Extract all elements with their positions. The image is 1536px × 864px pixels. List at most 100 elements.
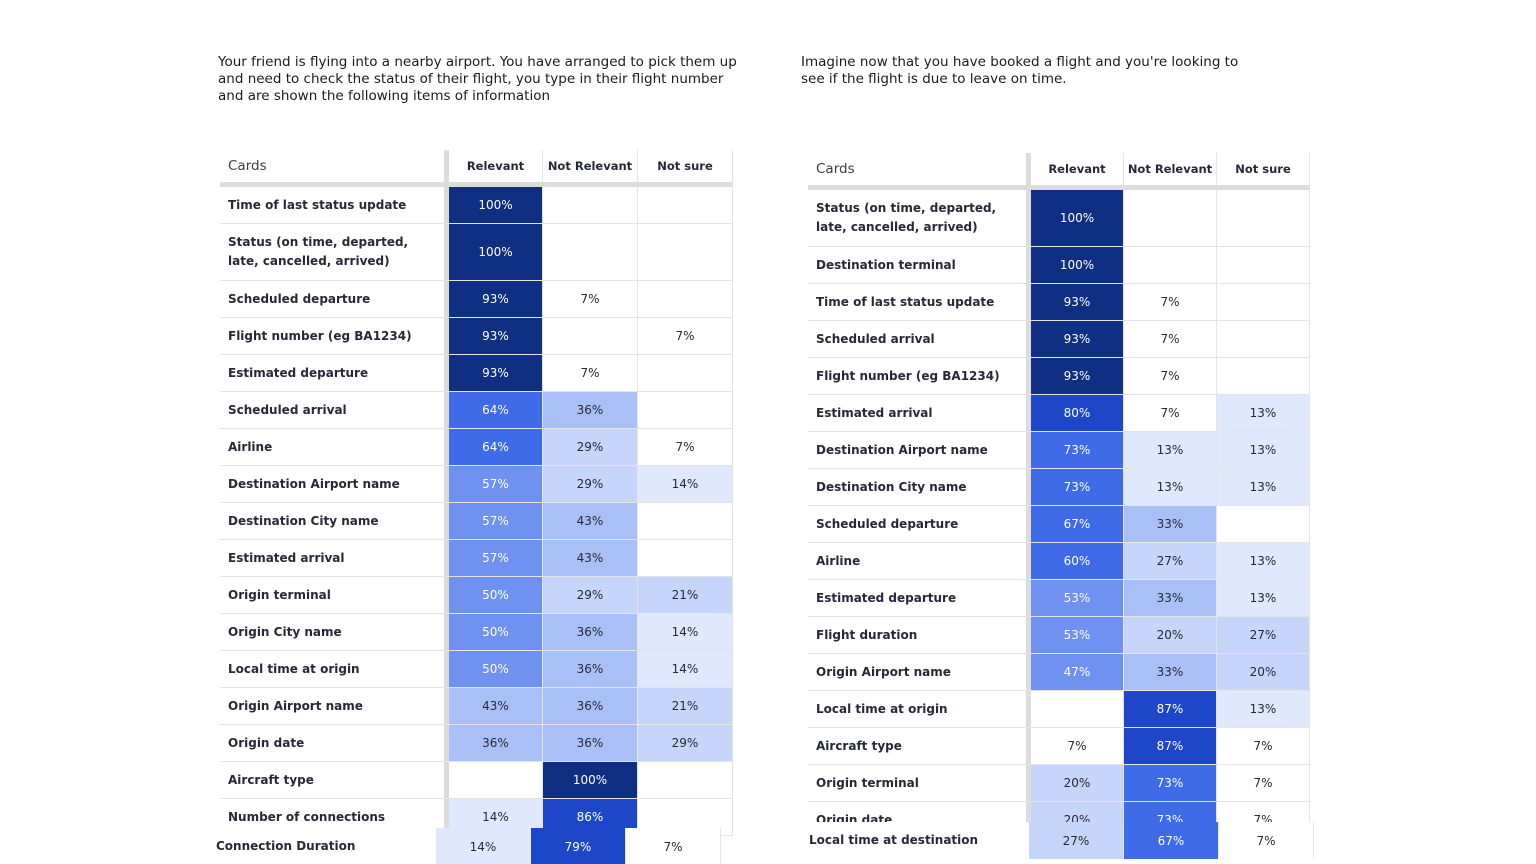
table-row: Destination Airport name 57% 29% 14% xyxy=(220,466,733,503)
not-relevant-cell xyxy=(1124,190,1217,246)
right-scenario-text: Imagine now that you have booked a fligh… xyxy=(801,54,1239,87)
not-sure-cell xyxy=(638,540,733,576)
card-label: Origin City name xyxy=(220,614,449,650)
card-label: Local time at destination xyxy=(809,833,979,847)
left-table-body: Time of last status update 100% Status (on… xyxy=(220,187,733,836)
not-relevant-cell: 73% xyxy=(1124,765,1217,801)
not-relevant-cell xyxy=(543,187,638,223)
not-relevant-cell: 13% xyxy=(1124,469,1217,505)
table-row: Flight number (eg BA1234) 93% 7% xyxy=(220,318,733,355)
relevant-column-header: Relevant xyxy=(1031,153,1124,185)
relevant-cell: 73% xyxy=(1031,469,1124,505)
not-relevant-cell: 33% xyxy=(1124,506,1217,542)
card-label: Origin date xyxy=(220,725,449,761)
not-relevant-cell: 43% xyxy=(543,503,638,539)
card-label: Scheduled arrival xyxy=(220,392,449,428)
not-sure-cell: 27% xyxy=(1217,617,1310,653)
card-label: Scheduled arrival xyxy=(808,321,1031,357)
table-row: Airline 60% 27% 13% xyxy=(808,543,1310,580)
card-label: Number of connections xyxy=(220,799,449,835)
relevant-cell: 80% xyxy=(1031,395,1124,431)
table-row: Flight number (eg BA1234) 93% 7% xyxy=(808,358,1310,395)
not-sure-cell: 13% xyxy=(1217,469,1310,505)
not-relevant-cell: 7% xyxy=(1124,395,1217,431)
table-row: Scheduled arrival 93% 7% xyxy=(808,321,1310,358)
table-row: Origin City name 50% 36% 14% xyxy=(220,614,733,651)
not-relevant-cell: 7% xyxy=(1124,358,1217,394)
relevant-cell: 57% xyxy=(449,503,543,539)
not-sure-cell xyxy=(1217,284,1310,320)
not-sure-cell: 14% xyxy=(638,651,733,687)
relevant-cell: 93% xyxy=(449,355,543,391)
relevant-cell xyxy=(1031,691,1124,727)
not-sure-cell xyxy=(1217,358,1310,394)
relevant-cell: 36% xyxy=(449,725,543,761)
card-label: Airline xyxy=(808,543,1031,579)
relevant-column-header: Relevant xyxy=(449,150,543,182)
not-sure-cell xyxy=(1217,247,1310,283)
relevant-cell: 60% xyxy=(1031,543,1124,579)
not-relevant-cell: 29% xyxy=(543,429,638,465)
card-label: Status (on time, departed, late, cancell… xyxy=(220,224,449,280)
not-relevant-cell: 36% xyxy=(543,688,638,724)
not-relevant-column-header: Not Relevant xyxy=(1124,153,1217,185)
left-scenario-text: Your friend is flying into a nearby airp… xyxy=(218,54,737,104)
not-relevant-cell: 29% xyxy=(543,577,638,613)
not-relevant-cell: 27% xyxy=(1124,543,1217,579)
table-row: Status (on time, departed, late, cancell… xyxy=(220,224,733,281)
relevant-cell: 50% xyxy=(449,651,543,687)
card-label: Destination terminal xyxy=(808,247,1031,283)
not-sure-cell: 29% xyxy=(638,725,733,761)
table-row: Scheduled departure 93% 7% xyxy=(220,281,733,318)
relevant-cell: 14% xyxy=(436,828,531,864)
card-label: Local time at origin xyxy=(808,691,1031,727)
table-row: Destination terminal 100% xyxy=(808,247,1310,284)
card-label: Local time at origin xyxy=(220,651,449,687)
table-row: Estimated arrival 57% 43% xyxy=(220,540,733,577)
not-sure-cell: 7% xyxy=(1217,728,1310,764)
not-relevant-cell: 36% xyxy=(543,392,638,428)
not-relevant-cell: 7% xyxy=(543,355,638,391)
card-label: Time of last status update xyxy=(220,187,449,223)
not-sure-cell xyxy=(638,355,733,391)
table-row: Scheduled departure 67% 33% xyxy=(808,506,1310,543)
not-sure-cell: 7% xyxy=(638,429,733,465)
card-label: Origin terminal xyxy=(808,765,1031,801)
relevant-cell: 93% xyxy=(449,281,543,317)
left-table-header: Cards Relevant Not Relevant Not sure xyxy=(220,150,733,187)
not-sure-cell xyxy=(1217,190,1310,246)
not-sure-cell: 13% xyxy=(1217,543,1310,579)
relevant-cell: 93% xyxy=(1031,321,1124,357)
card-label: Estimated departure xyxy=(220,355,449,391)
not-sure-cell: 14% xyxy=(638,614,733,650)
card-label: Origin terminal xyxy=(220,577,449,613)
relevant-cell: 53% xyxy=(1031,580,1124,616)
table-row: Origin terminal 50% 29% 21% xyxy=(220,577,733,614)
table-row: Estimated departure 93% 7% xyxy=(220,355,733,392)
table-row: Origin date 36% 36% 29% xyxy=(220,725,733,762)
not-sure-cell: 7% xyxy=(638,318,733,354)
card-label: Scheduled departure xyxy=(220,281,449,317)
not-sure-cell xyxy=(638,762,733,798)
table-row: Time of last status update 93% 7% xyxy=(808,284,1310,321)
table-row: Time of last status update 100% xyxy=(220,187,733,224)
card-label: Aircraft type xyxy=(808,728,1031,764)
card-label: Airline xyxy=(220,429,449,465)
relevant-cell: 53% xyxy=(1031,617,1124,653)
not-relevant-cell: 36% xyxy=(543,725,638,761)
relevant-cell: 100% xyxy=(449,187,543,223)
not-relevant-cell: 20% xyxy=(1124,617,1217,653)
relevant-cell: 57% xyxy=(449,540,543,576)
table-row: Origin Airport name 47% 33% 20% xyxy=(808,654,1310,691)
not-sure-cell: 21% xyxy=(638,688,733,724)
not-sure-cell: 13% xyxy=(1217,395,1310,431)
card-label: Flight number (eg BA1234) xyxy=(808,358,1031,394)
card-label: Connection Duration xyxy=(216,839,356,853)
not-sure-cell: 7% xyxy=(1219,822,1314,859)
card-label: Destination City name xyxy=(220,503,449,539)
not-relevant-cell: 13% xyxy=(1124,432,1217,468)
not-sure-cell: 21% xyxy=(638,577,733,613)
not-relevant-column-header: Not Relevant xyxy=(543,150,638,182)
table-row: Estimated departure 53% 33% 13% xyxy=(808,580,1310,617)
table-row: Scheduled arrival 64% 36% xyxy=(220,392,733,429)
